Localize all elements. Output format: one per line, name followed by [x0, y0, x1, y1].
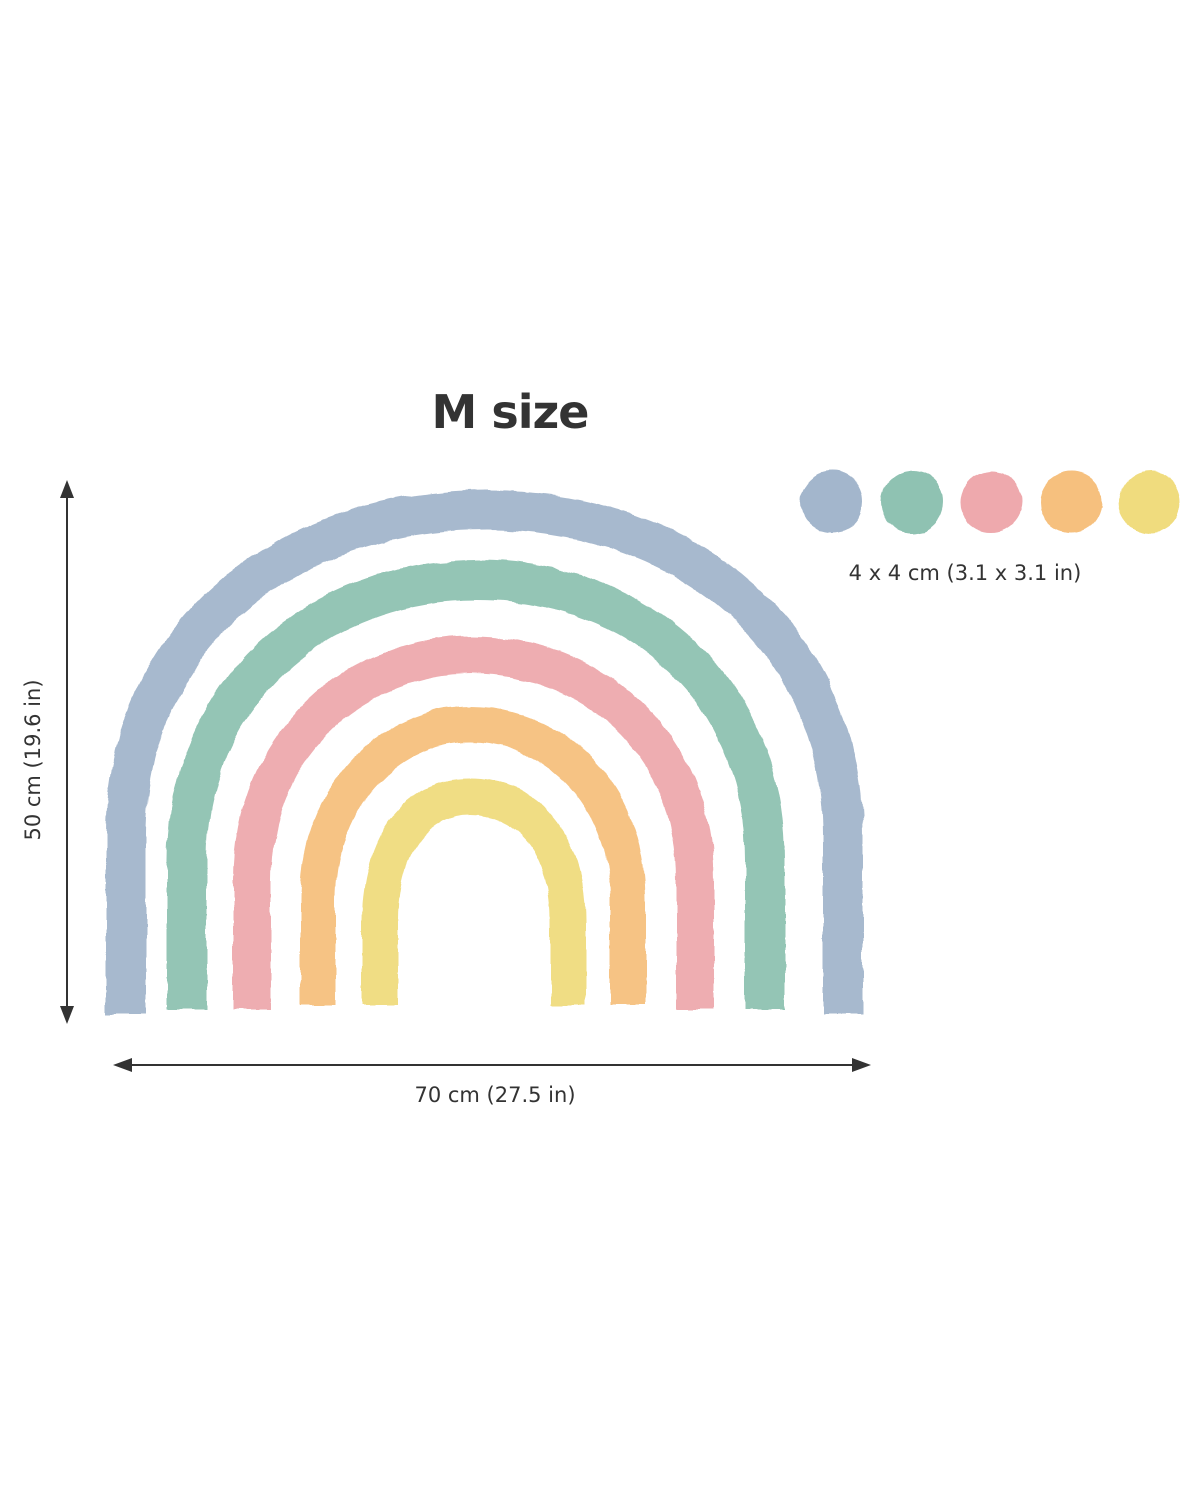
size-title: M size [431, 385, 590, 439]
width-arrow [113, 1058, 871, 1072]
yellow-dot [1119, 471, 1181, 533]
height-dimension-label: 50 cm (19.6 in) [21, 679, 45, 841]
pink-dot [960, 471, 1022, 533]
blue-dot [801, 471, 863, 533]
height-arrow [60, 480, 74, 1024]
arc-orange [300, 705, 646, 1005]
arc-green [167, 559, 785, 1010]
dots-dimension-label: 4 x 4 cm (3.1 x 3.1 in) [848, 561, 1082, 585]
green-dot [881, 471, 943, 533]
width-dimension-label: 70 cm (27.5 in) [414, 1083, 576, 1107]
orange-dot [1040, 471, 1102, 533]
arc-yellow [362, 778, 586, 1005]
arc-pink [233, 635, 714, 1010]
arc-blue [106, 489, 863, 1015]
